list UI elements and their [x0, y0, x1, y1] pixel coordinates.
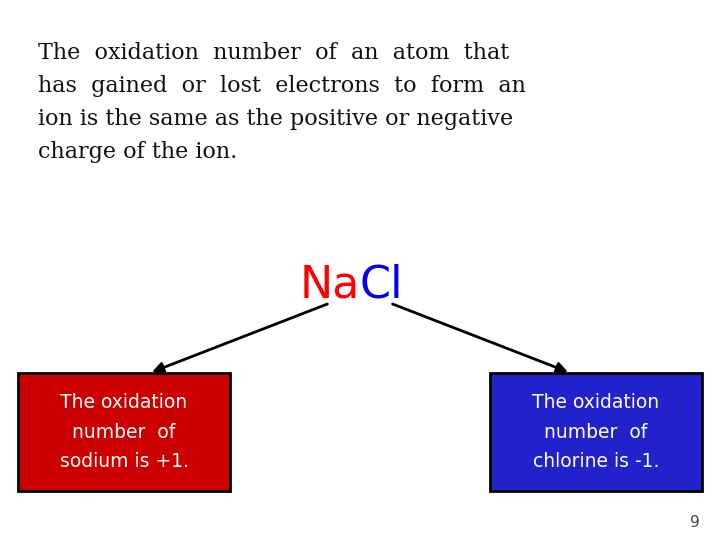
- Text: The oxidation
number  of
chlorine is -1.: The oxidation number of chlorine is -1.: [532, 393, 660, 471]
- Text: 9: 9: [690, 515, 700, 530]
- Bar: [18, 373, 230, 491]
- Text: charge of the ion.: charge of the ion.: [38, 141, 238, 163]
- Text: ion is the same as the positive or negative: ion is the same as the positive or negat…: [38, 108, 513, 130]
- Text: Na: Na: [300, 264, 360, 307]
- Text: has  gained  or  lost  electrons  to  form  an: has gained or lost electrons to form an: [38, 75, 526, 97]
- Text: The oxidation
number  of
sodium is +1.: The oxidation number of sodium is +1.: [60, 393, 189, 471]
- Text: The  oxidation  number  of  an  atom  that: The oxidation number of an atom that: [38, 42, 509, 64]
- Text: Cl: Cl: [360, 264, 403, 307]
- Bar: [490, 373, 702, 491]
